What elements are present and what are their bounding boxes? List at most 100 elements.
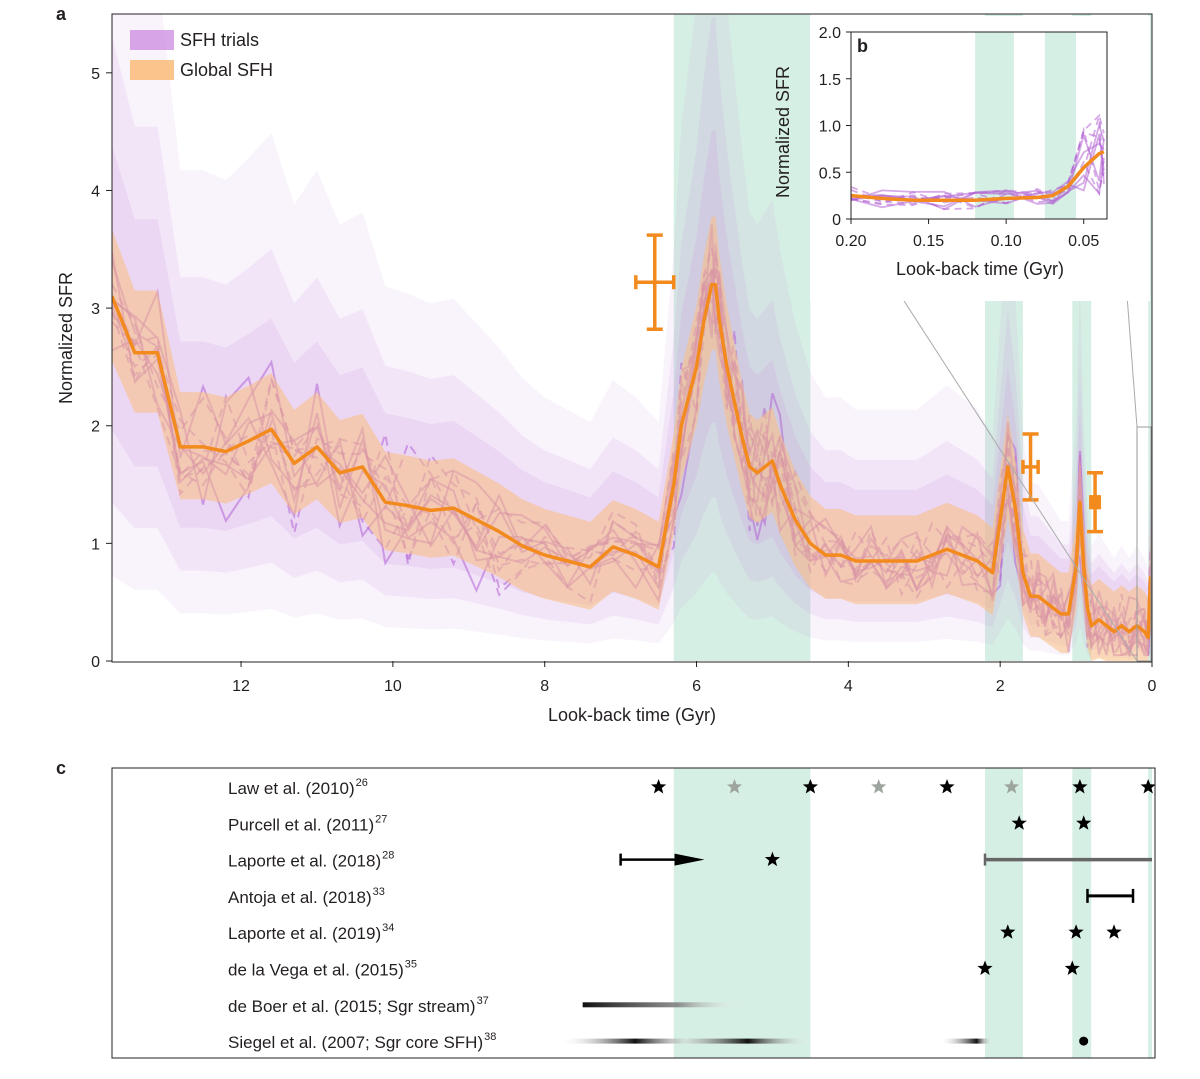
y-tick-label-1: 1 [91,536,100,553]
legend-label-global-sfh: Global SFH [180,60,273,80]
timeline-row-ref-5: 35 [405,959,417,971]
panel-c-rows: Law et al. (2010) 26 Purcell et al. (2011)… [228,777,1156,1052]
panel-c: c Law et al. (2010) 26 Purcell et al. (201… [56,758,1156,1059]
y-tick-label-3: 3 [91,301,100,318]
timeline-row-label-4: Laporte et al. (2019) [228,924,381,943]
inset-global-sfh-line [851,150,1105,203]
timeline-star-0-7 [1140,779,1156,794]
timeline-row-ref-4: 34 [382,922,394,934]
panel-b-x-ticks: 0.20 0.15 0.10 0.05 [835,219,1099,250]
timeline-star-0-3 [871,779,887,794]
inset-y-tick-label-0: 0 [832,212,841,229]
x-tick-label-6: 0 [1148,678,1157,695]
inset-y-tick-label-2: 1.0 [819,119,841,136]
timeline-row-ref-6: 37 [477,995,489,1007]
timeline-star-4-1 [1068,924,1084,939]
inset-x-tick-label-0: 0.20 [835,233,866,250]
timeline-row-ref-3: 33 [373,886,385,898]
timeline-shaded-band-3 [1148,768,1152,1058]
timeline-star-5-0 [977,960,993,975]
timeline-range-7-1 [939,1038,993,1044]
timeline-dot-7-0 [1079,1036,1089,1046]
timeline-row-label-1: Purcell et al. (2011) [228,815,374,834]
panel-c-shaded-bands [673,768,1152,1058]
inset-trial-line-6 [851,126,1105,205]
timeline-shaded-band-2 [1072,768,1092,1058]
x-tick-label-2: 8 [540,678,549,695]
zoom-box [1136,426,1152,662]
panel-a-letter: a [56,4,67,24]
timeline-star-1-0 [1011,815,1027,830]
error-bar-2-marker [1089,495,1102,510]
timeline-star-0-2 [802,779,818,794]
global-sfh-line [112,282,1152,640]
timeline-row-5: de la Vega et al. (2015) 35 [228,959,1080,980]
x-tick-label-0: 12 [232,678,250,695]
timeline-row-7: Siegel et al. (2007; Sgr core SFH) 38 [228,1031,1089,1052]
timeline-row-label-6: de Boer et al. (2015; Sgr stream) [228,997,476,1016]
x-tick-label-1: 10 [384,678,402,695]
timeline-star-0-0 [651,779,667,794]
panel-b-global-sfh [851,150,1105,203]
panel-c-frame [111,767,1156,1059]
timeline-row-label-5: de la Vega et al. (2015) [228,961,404,980]
panel-a-y-axis-label: Normalized SFR [56,272,76,404]
timeline-range-7-0 [559,1038,811,1044]
inset-y-tick-label-3: 1.5 [819,72,841,89]
legend-swatch-global-sfh [130,60,174,80]
panel-a-error-bars [634,233,1104,534]
panel-b-y-ticks: 0 0.5 1.0 1.5 2.0 [819,25,851,229]
inset-y-tick-label-4: 2.0 [819,25,841,42]
inset-y-tick-label-1: 0.5 [819,165,841,182]
y-tick-label-5: 5 [91,66,100,83]
inset-x-tick-label-1: 0.15 [913,233,944,250]
timeline-row-label-7: Siegel et al. (2007; Sgr core SFH) [228,1033,483,1052]
panel-b-x-axis-label: Look-back time (Gyr) [896,259,1064,279]
inset-x-tick-label-2: 0.10 [991,233,1022,250]
panel-b: b 0.20 0.15 0.10 0.05 0 0.5 1.0 1.5 2.0 Look-ba… [773,16,1150,301]
timeline-row-ref-7: 38 [484,1031,496,1043]
panel-b-y-axis-label: Normalized SFR [773,66,793,198]
y-tick-label-0: 0 [91,654,100,671]
timeline-row-1: Purcell et al. (2011) 27 [228,813,1092,834]
shaded-band-3 [1148,14,1152,661]
timeline-row-ref-2: 28 [382,850,394,862]
inset-trial-line-4 [851,113,1105,211]
timeline-row-label-3: Antoja et al. (2018) [228,888,372,907]
timeline-star-1-1 [1076,815,1092,830]
legend-swatch-sfh-trials [130,30,174,50]
panel-a-x-axis-label: Look-back time (Gyr) [548,705,716,725]
inset-x-tick-label-3: 0.05 [1068,233,1099,250]
panel-c-letter: c [56,758,66,778]
y-tick-label-2: 2 [91,419,100,436]
global-sfh-uncertainty-band [112,216,1151,662]
timeline-row-ref-1: 27 [375,813,387,825]
timeline-star-0-4 [939,779,955,794]
timeline-row-3: Antoja et al. (2018) 33 [228,886,1135,907]
panel-a-y-ticks: 0 1 2 3 4 5 [91,66,112,671]
timeline-range-arrowhead-2-0 [674,853,705,866]
timeline-row-6: de Boer et al. (2015; Sgr stream) 37 [228,995,743,1016]
panel-a-x-ticks: 12 10 8 6 4 2 0 [232,661,1157,695]
timeline-shaded-band-1 [984,768,1023,1058]
global-sfh-series [112,282,1152,640]
timeline-star-2-0 [764,851,780,867]
timeline-shaded-band-0 [673,768,811,1058]
timeline-row-4: Laporte et al. (2019) 34 [228,922,1122,943]
timeline-star-4-2 [1106,924,1122,939]
timeline-row-2: Laporte et al. (2018) 28 [228,850,1152,871]
legend-label-sfh-trials: SFH trials [180,30,259,50]
timeline-range-6-0 [582,1002,743,1008]
inset-trial-line-3 [851,132,1105,209]
panel-b-letter: b [857,36,868,56]
timeline-row-label-0: Law et al. (2010) [228,779,355,798]
timeline-star-0-5 [1004,779,1020,794]
timeline-star-4-0 [1000,924,1016,939]
timeline-star-0-6 [1072,779,1088,794]
x-tick-label-3: 6 [692,678,701,695]
timeline-row-0: Law et al. (2010) 26 [228,777,1156,798]
panel-a-frame [111,13,1153,663]
x-tick-label-5: 2 [996,678,1005,695]
